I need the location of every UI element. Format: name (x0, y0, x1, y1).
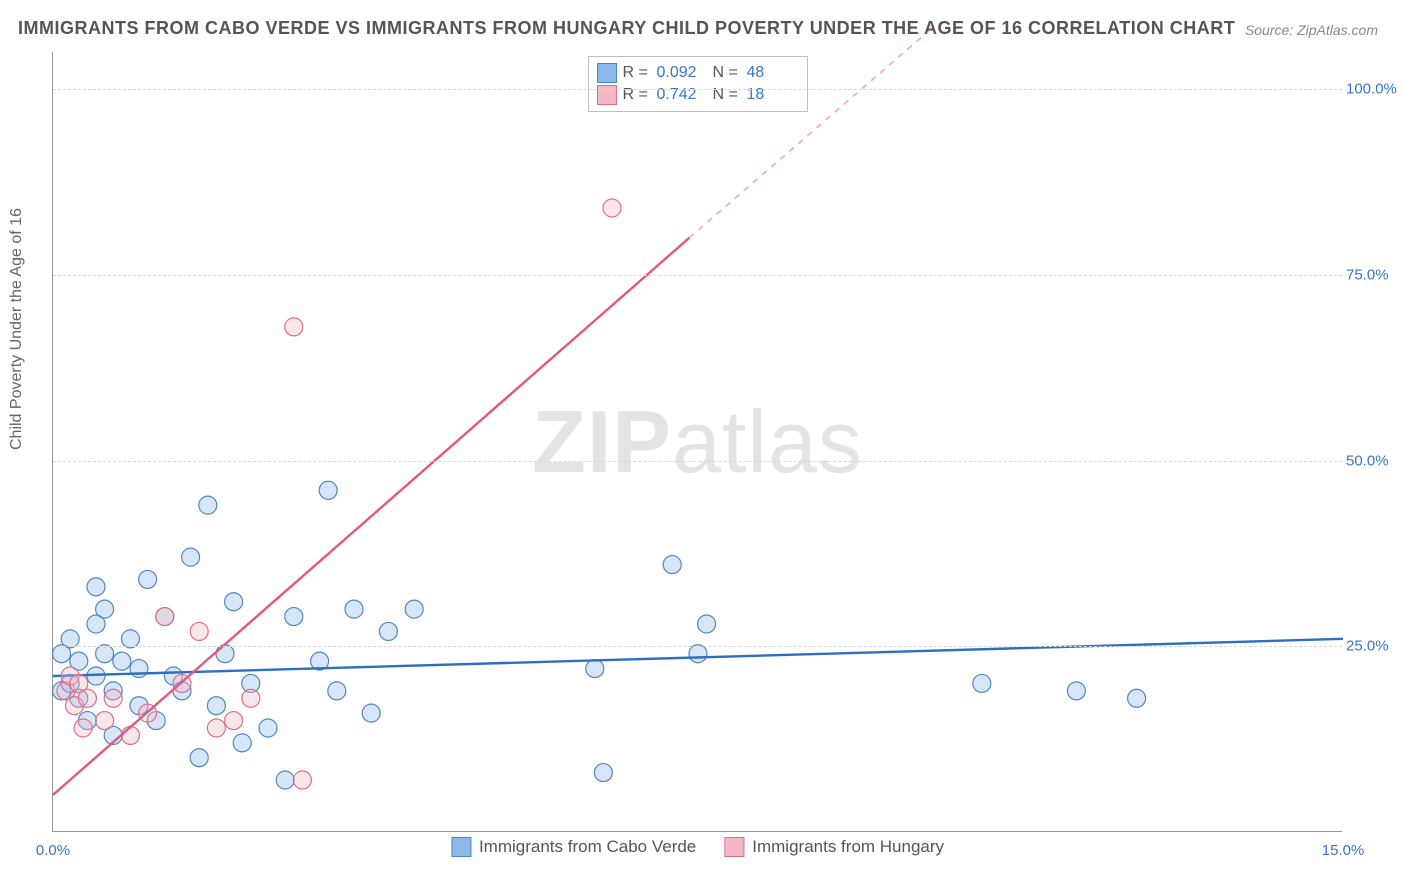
scatter-point (96, 645, 114, 663)
scatter-point (233, 734, 251, 752)
scatter-point (603, 199, 621, 217)
scatter-point (156, 608, 174, 626)
scatter-point (61, 630, 79, 648)
bottom-legend-label: Immigrants from Cabo Verde (479, 837, 696, 857)
scatter-point (663, 556, 681, 574)
scatter-point (207, 697, 225, 715)
scatter-point (276, 771, 294, 789)
scatter-point (586, 660, 604, 678)
y-tick-label: 75.0% (1346, 266, 1398, 283)
scatter-point (199, 496, 217, 514)
scatter-point (319, 481, 337, 499)
y-tick-label: 25.0% (1346, 638, 1398, 655)
scatter-point (182, 548, 200, 566)
scatter-point (190, 749, 208, 767)
legend-n-label: N = (713, 64, 741, 82)
scatter-point (121, 630, 139, 648)
gridline (53, 89, 1342, 90)
scatter-point (689, 645, 707, 663)
legend-swatch (597, 63, 617, 83)
legend-swatch (724, 837, 744, 857)
scatter-point (405, 600, 423, 618)
scatter-point (379, 622, 397, 640)
scatter-point (207, 719, 225, 737)
scatter-point (973, 674, 991, 692)
scatter-point (74, 719, 92, 737)
legend-n-value: 48 (747, 64, 797, 82)
scatter-point (190, 622, 208, 640)
scatter-point (293, 771, 311, 789)
scatter-point (96, 712, 114, 730)
x-tick-label: 0.0% (36, 842, 70, 859)
scatter-point (285, 318, 303, 336)
bottom-legend: Immigrants from Cabo Verde Immigrants fro… (451, 837, 944, 857)
y-tick-label: 50.0% (1346, 452, 1398, 469)
scatter-point (1128, 689, 1146, 707)
legend-r-label: R = (623, 64, 651, 82)
legend-r-value: 0.092 (657, 64, 707, 82)
scatter-point (1067, 682, 1085, 700)
plot-area: ZIPatlas R =0.092N =48R =0.742N =18 Immi… (52, 52, 1342, 832)
bottom-legend-item: Immigrants from Hungary (724, 837, 944, 857)
scatter-point (225, 712, 243, 730)
gridline (53, 275, 1342, 276)
scatter-point (96, 600, 114, 618)
bottom-legend-item: Immigrants from Cabo Verde (451, 837, 696, 857)
scatter-point (362, 704, 380, 722)
scatter-point (225, 593, 243, 611)
scatter-point (698, 615, 716, 633)
scatter-point (259, 719, 277, 737)
bottom-legend-label: Immigrants from Hungary (752, 837, 944, 857)
chart-title: IMMIGRANTS FROM CABO VERDE VS IMMIGRANTS… (18, 18, 1235, 39)
legend-swatch (451, 837, 471, 857)
scatter-point (216, 645, 234, 663)
scatter-point (121, 726, 139, 744)
legend-stats-row: R = 0.092 N = 48 (597, 63, 797, 83)
scatter-point (242, 689, 260, 707)
chart-source: Source: ZipAtlas.com (1245, 22, 1378, 38)
legend-swatch (597, 85, 617, 105)
legend-stats-row: R =0.742N =18 (597, 85, 797, 105)
scatter-point (328, 682, 346, 700)
scatter-point (104, 689, 122, 707)
legend-stats-box: R = 0.092 N = 48 R =0.742N =18 (588, 56, 808, 112)
scatter-point (87, 578, 105, 596)
plot-svg (53, 52, 1342, 831)
y-tick-label: 100.0% (1346, 81, 1398, 98)
scatter-point (345, 600, 363, 618)
scatter-point (113, 652, 131, 670)
gridline (53, 646, 1342, 647)
scatter-point (285, 608, 303, 626)
y-axis-label: Child Poverty Under the Age of 16 (8, 208, 26, 450)
scatter-point (594, 764, 612, 782)
x-tick-label: 15.0% (1322, 842, 1365, 859)
gridline (53, 461, 1342, 462)
scatter-point (78, 689, 96, 707)
scatter-point (139, 570, 157, 588)
